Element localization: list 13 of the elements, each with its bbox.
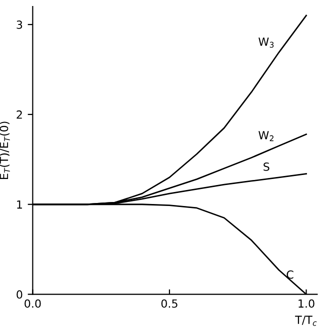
series-label: S xyxy=(264,162,270,171)
x-tick-label: 0.0 xyxy=(24,299,41,308)
y-tick-label: 0 xyxy=(16,290,22,299)
series-label: W$_{3}$ xyxy=(258,38,274,48)
series-label: C xyxy=(286,270,294,279)
y-tick-label: 3 xyxy=(16,20,22,29)
series-label: W$_{2}$ xyxy=(258,131,274,142)
y-tick-label: 1 xyxy=(17,200,22,209)
y-tick-label: 2 xyxy=(16,110,22,119)
x-tick-label: 1.0 xyxy=(298,299,314,308)
x-axis-title: T/T$_{c}$ xyxy=(295,316,317,326)
x-tick-label: 0.5 xyxy=(161,299,178,308)
y-axis-title: E$_{T}$(T)/E$_{T}$(0) xyxy=(0,122,10,179)
